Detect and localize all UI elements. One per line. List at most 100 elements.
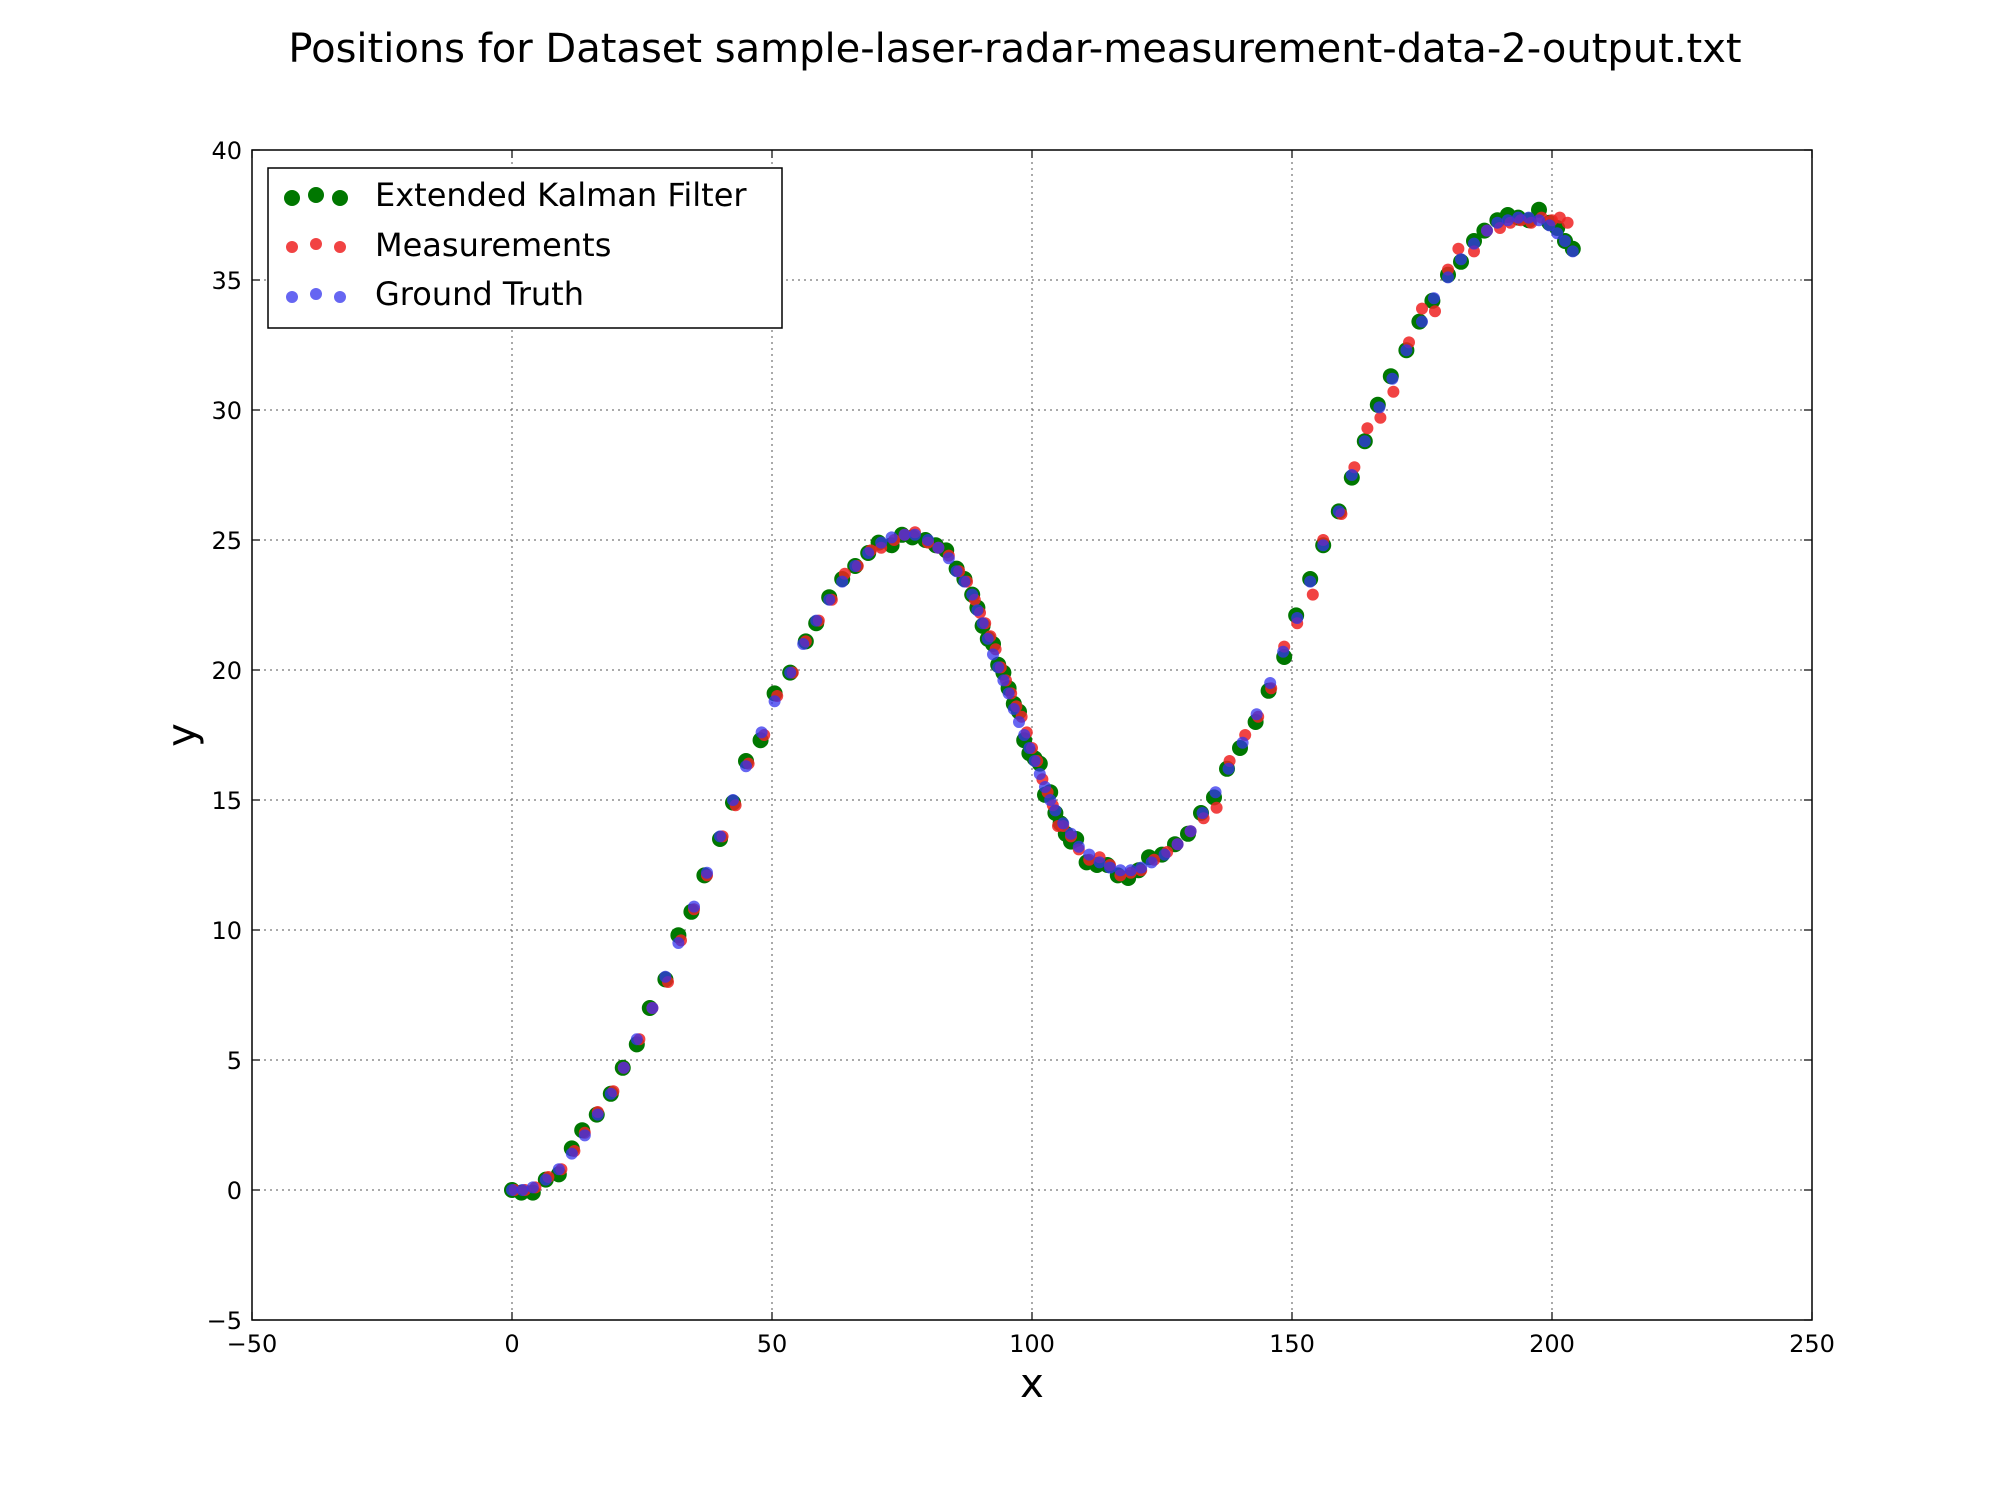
ground-truth-point: [1559, 235, 1571, 247]
ground-truth-point: [1065, 827, 1077, 840]
ground-truth-point: [1028, 755, 1041, 767]
ground-truth-point: [604, 1087, 617, 1100]
ground-truth-point: [578, 1129, 591, 1142]
ground-truth-point: [976, 617, 989, 630]
ground-truth-point: [768, 695, 781, 708]
legend-marker-dot: [284, 190, 300, 206]
y-tick-label: 0: [227, 1177, 242, 1205]
legend-marker-dot: [334, 241, 346, 253]
ground-truth-point: [1222, 762, 1235, 775]
measurement-point: [1306, 588, 1319, 601]
ground-truth-point: [966, 588, 979, 601]
ground-truth-point: [1317, 539, 1330, 552]
ground-truth-point: [506, 1184, 518, 1196]
ground-truth-point: [1135, 861, 1148, 874]
ground-truth-point: [526, 1181, 539, 1194]
ground-truth-point: [1264, 677, 1277, 689]
ground-truth-point: [1171, 838, 1184, 851]
ground-truth-point: [997, 674, 1010, 687]
ground-truth-point-series: [506, 211, 1579, 1196]
ground-truth-point: [836, 575, 849, 588]
legend-marker-dot: [286, 241, 298, 253]
legend-box: [267, 167, 783, 329]
ground-truth-point: [1057, 817, 1070, 830]
ground-truth-point: [646, 1002, 659, 1014]
ground-truth-point: [898, 528, 911, 541]
ground-truth-point: [1093, 856, 1106, 869]
y-tick-label: 40: [211, 137, 242, 165]
measurement-point: [1361, 422, 1374, 435]
ground-truth-point: [1373, 401, 1386, 414]
measurement-point: [1210, 801, 1223, 814]
ground-truth-point: [1468, 237, 1480, 250]
ground-truth-point: [701, 866, 713, 879]
y-tick-label: 35: [211, 267, 242, 295]
ground-truth-point: [1427, 292, 1440, 305]
ground-truth-point: [1522, 211, 1535, 224]
ground-truth-point: [1332, 505, 1345, 518]
measurement-point: [1387, 385, 1400, 398]
ground-truth-point: [1196, 807, 1209, 819]
x-tick-label: 0: [504, 1330, 519, 1358]
ground-truth-point: [1184, 825, 1197, 838]
legend-label-ekf: Extended Kalman Filter: [375, 176, 747, 214]
y-tick-label: 15: [211, 787, 242, 815]
ground-truth-point: [659, 970, 672, 983]
ground-truth-point: [1543, 219, 1556, 232]
measurement-point: [1416, 302, 1428, 315]
ground-truth-point: [849, 560, 862, 572]
ground-truth-point: [552, 1163, 565, 1176]
ground-truth-point: [1566, 245, 1579, 258]
ground-truth-point: [971, 604, 984, 617]
ground-truth-point: [516, 1184, 529, 1196]
ground-truth-point: [1304, 575, 1317, 588]
ground-truth-point: [950, 565, 963, 578]
ground-truth-point: [1007, 703, 1020, 715]
ground-truth-point: [1512, 211, 1525, 224]
ground-truth-point: [1002, 687, 1015, 700]
ground-truth-point: [1033, 768, 1046, 780]
x-axis-label: x: [1020, 1361, 1044, 1407]
ground-truth-point: [1083, 848, 1096, 861]
ground-truth-point: [755, 726, 768, 739]
x-tick-label: 200: [1529, 1330, 1575, 1358]
ground-truth-point: [1481, 224, 1493, 237]
ground-truth-point: [1501, 214, 1514, 227]
ground-truth-point: [981, 632, 994, 645]
measurement-point: [1429, 305, 1441, 318]
ground-truth-point: [875, 536, 888, 549]
y-tick-label: 30: [211, 397, 242, 425]
legend-marker-dot: [310, 288, 322, 300]
ground-truth-point: [1277, 645, 1290, 658]
ground-truth-point: [1104, 861, 1116, 874]
ground-truth-point: [942, 552, 955, 565]
ground-truth-point: [1551, 227, 1564, 240]
ground-truth-point: [1013, 716, 1025, 728]
ground-truth-point: [688, 900, 700, 913]
legend-label-measurements: Measurements: [375, 226, 611, 264]
ground-truth-point: [630, 1033, 643, 1046]
ground-truth-point: [1124, 864, 1137, 877]
ground-truth-point: [740, 760, 752, 773]
ground-truth-point: [1072, 840, 1085, 853]
legend-marker-dot: [332, 190, 348, 206]
ground-truth-point: [1442, 271, 1454, 284]
legend-label-ground-truth: Ground Truth: [375, 275, 584, 313]
ground-truth-point: [1400, 344, 1413, 357]
ground-truth-point: [1358, 435, 1371, 448]
ground-truth-point: [922, 534, 934, 546]
ground-truth-point: [565, 1147, 578, 1160]
y-axis-label: y: [159, 723, 205, 747]
ground-truth-point: [591, 1108, 604, 1121]
y-tick-label: 25: [211, 527, 242, 555]
y-tick-label: 5: [227, 1047, 242, 1075]
ground-truth-point: [1491, 216, 1504, 229]
ground-truth-point: [992, 661, 1005, 674]
x-tick-label: 250: [1789, 1330, 1835, 1358]
ground-truth-point: [1039, 781, 1051, 793]
ground-truth-point: [1291, 612, 1304, 624]
ground-truth-point: [617, 1061, 630, 1074]
ground-truth-point: [1023, 742, 1036, 754]
ground-truth-point: [823, 593, 836, 606]
